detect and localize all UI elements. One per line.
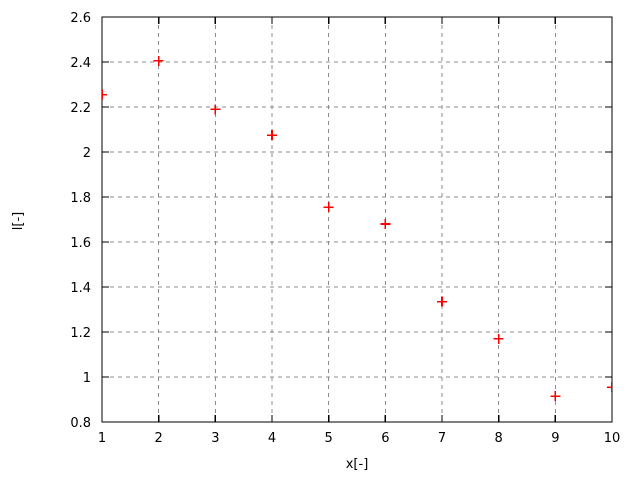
x-tick-label: 6 xyxy=(381,431,389,446)
y-tick-label: 1.4 xyxy=(70,281,91,296)
x-tick-label: 3 xyxy=(211,431,219,446)
data-point xyxy=(210,104,221,115)
data-point xyxy=(437,296,447,307)
y-tick-label: 1.8 xyxy=(70,191,91,206)
y-tick-label: 2 xyxy=(83,146,91,161)
tick-mark-group xyxy=(102,17,612,422)
y-tick-label: 2.4 xyxy=(70,56,91,71)
plot-frame xyxy=(101,16,613,423)
data-point xyxy=(153,55,164,66)
data-point-group xyxy=(102,55,612,402)
data-point xyxy=(267,130,277,141)
y-tick-label: 1.2 xyxy=(70,326,91,341)
y-tick-label: 2.2 xyxy=(70,101,91,116)
data-point xyxy=(102,89,107,100)
data-point xyxy=(380,219,391,229)
x-tick-label: 4 xyxy=(268,431,276,446)
y-tick-label: 1.6 xyxy=(70,236,91,251)
x-axis-label: x[-] xyxy=(346,457,369,472)
gridline-group xyxy=(102,17,612,422)
data-point xyxy=(323,202,334,213)
y-axis-label: l[-] xyxy=(11,212,26,230)
y-tick-label: 1 xyxy=(83,371,91,386)
y-tick-label: 0.8 xyxy=(70,416,91,431)
tick-label-group: 0.8 1 1.2 1.4 1.6 1.8 2 2.2 2.4 2.6 1 2 3 4 5 6 7 8 9 10 xyxy=(70,11,620,446)
x-tick-label: 5 xyxy=(325,431,333,446)
x-tick-label: 10 xyxy=(604,431,621,446)
x-tick-label: 7 xyxy=(438,431,446,446)
x-tick-label: 9 xyxy=(551,431,559,446)
x-tick-label: 8 xyxy=(495,431,503,446)
data-point xyxy=(550,391,561,402)
y-tick-label: 2.6 xyxy=(70,11,91,26)
data-point xyxy=(493,333,504,344)
data-point xyxy=(607,382,612,393)
x-tick-label: 1 xyxy=(98,431,106,446)
x-tick-label: 2 xyxy=(155,431,163,446)
